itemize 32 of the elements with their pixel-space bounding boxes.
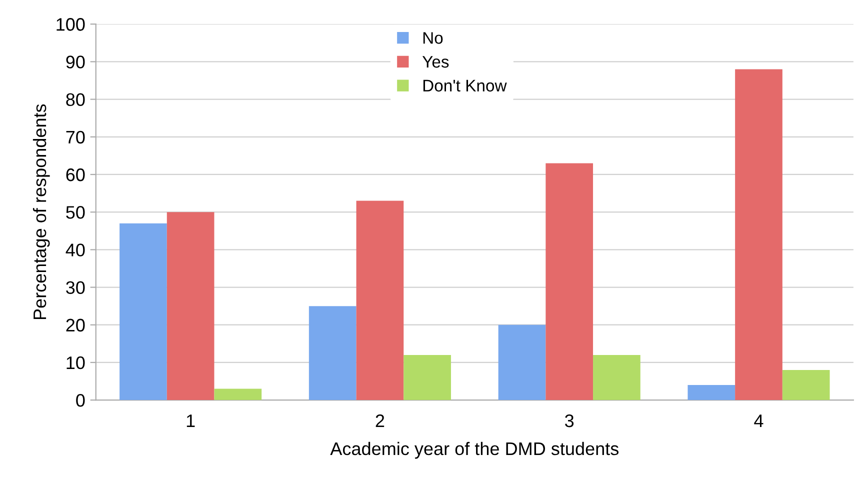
bar: [498, 324, 546, 400]
bar: [593, 354, 640, 400]
y-tick-label: 20: [66, 318, 85, 332]
y-tick-label: 90: [66, 56, 85, 68]
y-axis-title: Percentage of respondents: [32, 104, 50, 319]
bar: [214, 388, 262, 400]
bar: [735, 69, 782, 400]
y-tick-label: 60: [66, 168, 85, 182]
y-tick-label: 80: [66, 93, 85, 106]
y-tick-label: 70: [66, 130, 85, 144]
y-tick-label: 30: [66, 281, 85, 294]
y-tick-label: 100: [56, 18, 85, 31]
bar: [356, 200, 404, 400]
y-tick-label: 50: [66, 206, 85, 219]
x-axis-title: Academic year of the DMD students: [330, 442, 619, 459]
bar: [404, 354, 451, 400]
y-tick-label: 10: [66, 356, 85, 370]
x-tick-label: 4: [754, 414, 764, 428]
y-tick-label: 0: [76, 394, 85, 407]
bar: [308, 306, 356, 400]
bar: [782, 370, 830, 400]
legend-label: Yes: [422, 56, 449, 68]
x-tick-label: 1: [186, 414, 195, 428]
bar: [120, 223, 167, 400]
legend-label: No: [423, 32, 443, 44]
y-tick-label: 40: [66, 244, 85, 256]
legend-label: Don't Know: [423, 80, 507, 92]
bar: [688, 385, 736, 400]
x-tick-label: 3: [565, 414, 574, 428]
x-tick-label: 2: [376, 414, 384, 428]
bar: [546, 163, 594, 400]
bar: [166, 212, 214, 400]
